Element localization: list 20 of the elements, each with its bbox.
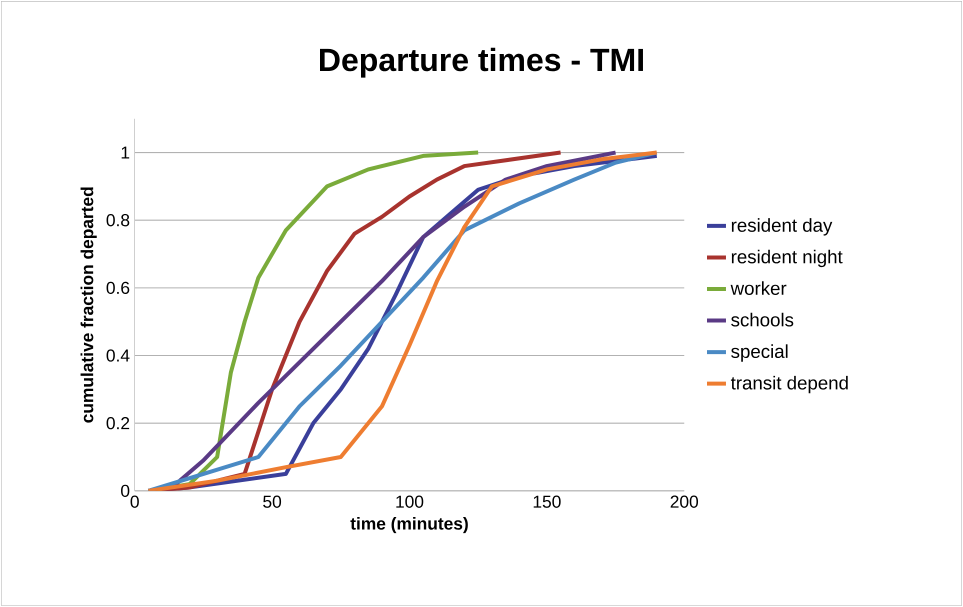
y-tick-label: 0 <box>121 484 130 498</box>
legend-label: special <box>731 344 788 362</box>
legend-label: resident night <box>732 250 843 268</box>
x-tick-label: 200 <box>670 496 698 508</box>
y-tick-label: 0.8 <box>106 214 130 226</box>
legend-label: worker <box>730 281 786 296</box>
y-tick-label: 0.4 <box>106 349 130 362</box>
x-axis-title: time (minutes) <box>350 517 468 534</box>
y-axis-title: cumulative fraction departed <box>80 187 97 423</box>
y-tick-label: 1 <box>122 146 130 159</box>
legend-label: transit depend <box>730 376 848 394</box>
x-tick-label: 50 <box>263 496 282 508</box>
legend-label: resident day <box>732 218 832 236</box>
y-tick-label: 0.2 <box>106 417 130 430</box>
chart-title: Departure times - TMI <box>320 48 643 78</box>
x-tick-label: 0 <box>130 496 139 508</box>
legend-label: schools <box>731 312 794 327</box>
x-tick-label: 100 <box>396 496 424 508</box>
x-tick-label: 150 <box>534 496 561 508</box>
y-tick-label: 0.6 <box>106 282 130 294</box>
